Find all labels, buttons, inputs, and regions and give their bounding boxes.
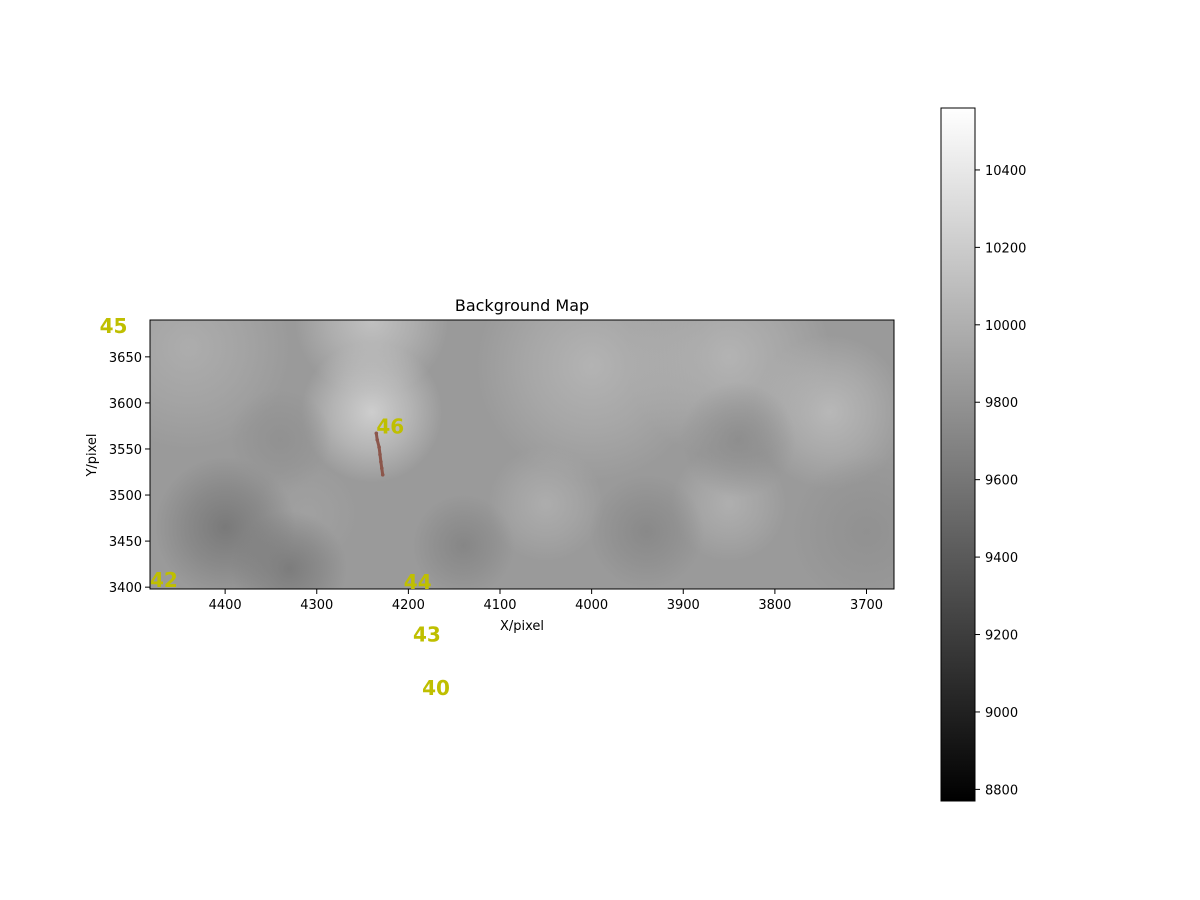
colorbar-tick-label: 10200 xyxy=(985,241,1026,256)
colorbar-tick-label: 9000 xyxy=(985,706,1018,721)
colorbar-tick-label: 9600 xyxy=(985,474,1018,489)
colorbar-tick-label: 9200 xyxy=(985,629,1018,644)
y-tick-label: 3650 xyxy=(109,351,142,366)
x-tick-label: 3800 xyxy=(758,598,791,613)
x-axis-label: X/pixel xyxy=(500,619,544,634)
annotations: 45 46 42 44 43 40 xyxy=(100,314,450,700)
annotation-label: 40 xyxy=(422,676,450,700)
plot-frame xyxy=(149,319,895,590)
track-point xyxy=(379,460,383,464)
x-tick-label: 4200 xyxy=(392,598,425,613)
colorbar-tick-label: 10000 xyxy=(985,319,1026,334)
track-point xyxy=(374,431,379,436)
x-tick-label: 4400 xyxy=(209,598,242,613)
annotation-label: 43 xyxy=(413,623,441,647)
track-point xyxy=(377,445,381,449)
heatmap-blob xyxy=(412,494,515,589)
y-axis-ticks: 3400 3450 3500 3550 3600 3650 xyxy=(109,351,150,596)
track-point xyxy=(380,472,385,477)
track-point xyxy=(378,452,382,457)
y-tick-label: 3600 xyxy=(109,397,142,412)
heatmap-area xyxy=(150,320,894,589)
annotation-label: 45 xyxy=(100,314,128,338)
colorbar-tick-label: 9800 xyxy=(985,396,1018,411)
y-tick-label: 3500 xyxy=(109,489,142,504)
y-tick-label: 3550 xyxy=(109,443,142,458)
colorbar-ticks: 8800 9000 9200 9400 9600 9800 10000 10200 10400 xyxy=(975,164,1026,798)
heatmap-blob xyxy=(294,320,449,397)
y-axis-label: Y/pixel xyxy=(85,433,100,477)
x-tick-label: 4300 xyxy=(300,598,333,613)
track-point xyxy=(375,437,380,442)
annotation-label: 44 xyxy=(404,570,432,594)
colorbar-tick-label: 9400 xyxy=(985,551,1018,566)
heatmap-blob xyxy=(488,446,604,562)
colorbar-tick-label: 8800 xyxy=(985,783,1018,798)
track-point xyxy=(380,466,384,471)
x-tick-label: 3900 xyxy=(667,598,700,613)
y-tick-label: 3400 xyxy=(109,581,142,596)
y-tick-label: 3450 xyxy=(109,535,142,550)
x-tick-label: 3700 xyxy=(850,598,883,613)
annotation-label: 42 xyxy=(150,568,178,592)
annotation-label: 46 xyxy=(376,414,404,438)
colorbar xyxy=(940,107,976,802)
heatmap-blob xyxy=(228,388,332,492)
x-tick-label: 4000 xyxy=(575,598,608,613)
heatmap-blob xyxy=(588,474,705,589)
heatmap-blob xyxy=(789,454,894,589)
colorbar-tick-label: 10400 xyxy=(985,164,1026,179)
heatmap-blob xyxy=(680,382,796,498)
heatmap-blob xyxy=(231,511,347,589)
track xyxy=(374,431,385,477)
x-axis-ticks: 4400 4300 4200 4100 4000 3900 3800 3700 xyxy=(209,589,883,613)
x-tick-label: 4100 xyxy=(483,598,516,613)
heatmap-blobs xyxy=(150,320,894,589)
chart-title: Background Map xyxy=(455,296,589,315)
